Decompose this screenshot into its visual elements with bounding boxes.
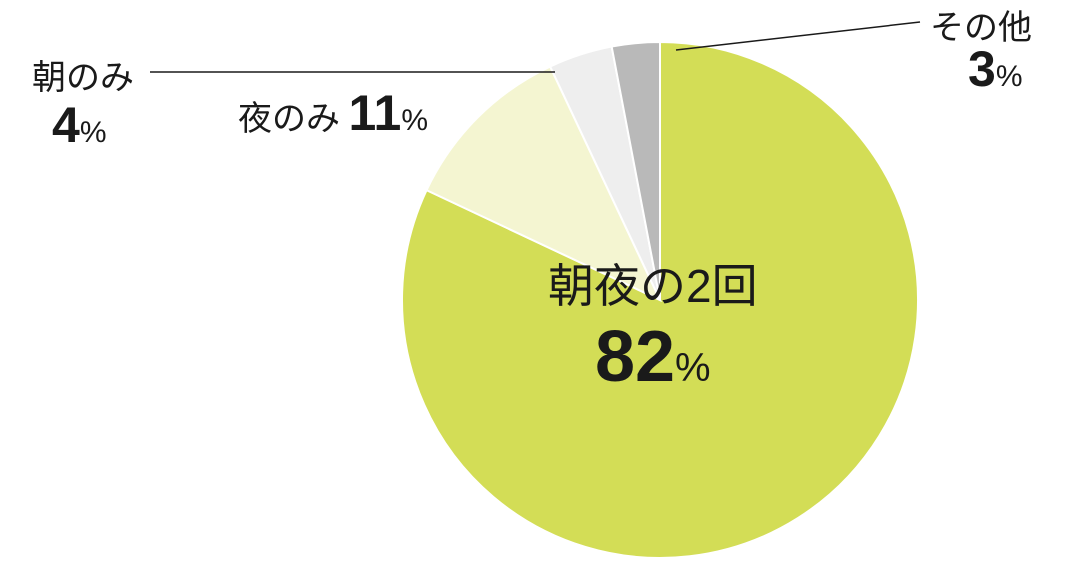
pie-chart-svg (0, 0, 1080, 566)
pie-chart-stage: 朝夜の2回 82% 夜のみ 11% 朝のみ 4% その他 3% (0, 0, 1080, 566)
slice-label-other-pct: % (996, 60, 1023, 93)
leader-line-other (676, 22, 920, 50)
slice-label-night-pct: % (401, 104, 428, 137)
slice-label-morning-value-wrap: 4% (52, 96, 107, 154)
slice-label-morning-text: 朝のみ (32, 59, 134, 97)
slice-label-other-value: 3 (968, 41, 996, 97)
slice-label-night-value: 11 (348, 85, 401, 141)
slice-label-morning-pct: % (80, 116, 107, 149)
slice-label-main-text: 朝夜の2回 (548, 260, 758, 312)
slice-label-main-value: 82 (595, 317, 675, 397)
slice-label-other-value-wrap: 3% (968, 40, 1023, 98)
slice-label-main-pct: % (675, 346, 711, 390)
slice-label-night-text: 夜のみ (238, 100, 340, 138)
slice-label-morning-text-wrap: 朝のみ (32, 50, 134, 99)
slice-label-night: 夜のみ 11% (238, 84, 428, 142)
slice-label-morning-value: 4 (52, 97, 80, 153)
slice-label-main: 朝夜の2回 82% (548, 250, 758, 398)
